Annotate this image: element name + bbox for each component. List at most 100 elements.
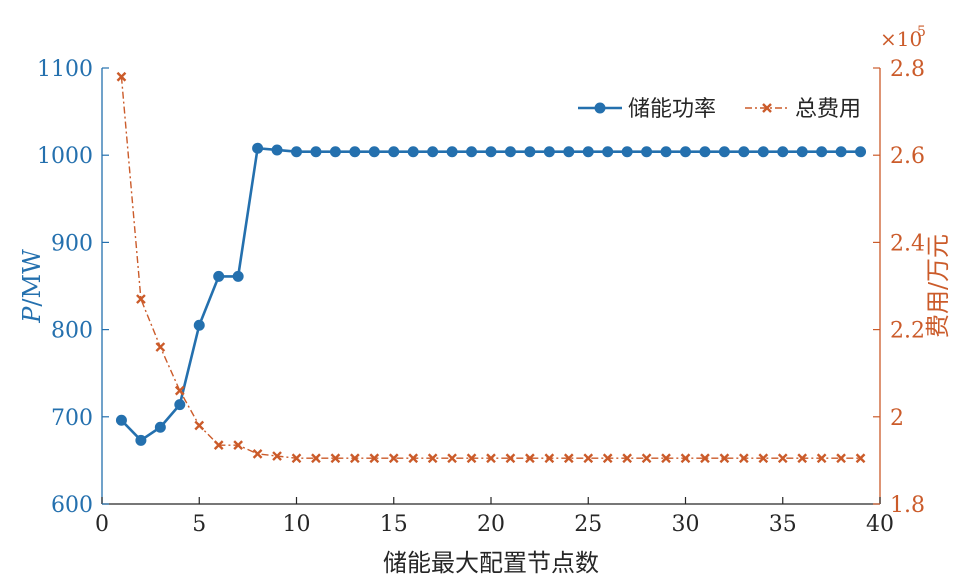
y-left-axis-label: P/MW	[18, 249, 46, 324]
data-point	[174, 385, 185, 396]
data-point	[524, 146, 536, 158]
x-marker-stroke	[388, 453, 399, 464]
data-point	[193, 319, 205, 331]
y-left-tick-label: 700	[51, 406, 93, 431]
x-tick-label: 40	[866, 512, 894, 537]
x-marker-stroke	[213, 440, 224, 450]
y-left-tick-label: 800	[51, 319, 93, 344]
data-point	[699, 146, 711, 158]
x-marker-stroke	[563, 453, 574, 464]
x-marker-stroke	[116, 71, 127, 82]
data-point	[836, 453, 846, 464]
data-point	[154, 421, 166, 433]
legend-swatch-marker	[762, 103, 772, 113]
data-point	[485, 146, 497, 158]
y-left-axis-label-unit: /MW	[18, 249, 46, 307]
y-right-exponent: ×105	[880, 24, 926, 51]
data-point	[816, 453, 827, 464]
x-marker-stroke	[486, 453, 496, 464]
x-marker-stroke	[525, 453, 535, 464]
data-point	[855, 146, 867, 158]
x-marker-stroke	[700, 453, 710, 464]
data-point	[233, 440, 243, 450]
series-line	[120, 76, 861, 459]
x-marker-stroke	[661, 453, 671, 464]
y-right-tick-label: 2.6	[890, 144, 925, 169]
y-right-axis-label: 费用/万元	[924, 234, 952, 338]
data-point	[855, 453, 866, 464]
x-marker-stroke	[369, 453, 380, 464]
data-point	[213, 440, 224, 450]
data-point	[680, 453, 691, 464]
data-point	[700, 453, 710, 464]
data-point	[329, 146, 341, 158]
x-marker-stroke	[505, 453, 516, 464]
y-right-exponent-base: ×10	[880, 27, 922, 51]
data-point	[602, 453, 613, 464]
data-point	[446, 146, 458, 158]
data-point	[174, 399, 186, 411]
data-point	[544, 453, 555, 464]
data-point	[777, 146, 789, 158]
data-point	[368, 146, 380, 158]
x-tick-label: 5	[192, 512, 206, 537]
data-point	[427, 453, 438, 464]
data-point	[310, 146, 322, 158]
data-point	[291, 146, 302, 158]
x-marker-stroke	[427, 453, 438, 464]
data-point	[291, 453, 302, 464]
data-point	[136, 294, 146, 304]
y-right-tick-label: 1.8	[890, 493, 925, 518]
data-point	[505, 453, 516, 464]
x-marker-stroke	[252, 449, 263, 459]
data-point	[504, 146, 516, 158]
x-tick-label: 0	[95, 512, 109, 537]
x-tick-label: 10	[283, 512, 311, 537]
data-point	[719, 453, 730, 464]
x-marker-stroke	[855, 453, 866, 464]
data-point	[350, 453, 360, 464]
data-point	[777, 453, 788, 464]
x-tick-label: 15	[380, 512, 408, 537]
data-point	[621, 146, 633, 158]
data-point	[194, 420, 205, 431]
data-point	[718, 146, 730, 158]
data-point	[757, 146, 769, 158]
data-point	[407, 146, 419, 158]
data-point	[758, 453, 769, 464]
data-point	[232, 270, 244, 282]
data-point	[116, 71, 127, 82]
x-marker-stroke	[155, 342, 166, 352]
y-left-tick-label: 1000	[37, 144, 93, 169]
data-point	[486, 453, 496, 464]
data-point	[272, 451, 282, 461]
data-point	[427, 146, 439, 158]
x-tick-label: 30	[672, 512, 700, 537]
data-point	[796, 146, 808, 158]
x-marker-stroke	[194, 420, 205, 431]
x-marker-stroke	[544, 453, 555, 464]
series-1	[115, 142, 867, 446]
data-point	[738, 146, 750, 158]
data-point	[330, 453, 341, 464]
x-marker-stroke	[719, 453, 730, 464]
x-marker-stroke	[622, 453, 632, 464]
data-point	[739, 453, 749, 464]
x-marker-stroke	[739, 453, 749, 464]
data-point	[271, 144, 283, 156]
legend-entry: 储能功率	[578, 97, 716, 122]
data-point	[447, 453, 457, 464]
x-marker-stroke	[777, 453, 788, 464]
data-point	[369, 453, 380, 464]
data-point	[135, 434, 147, 446]
series-2	[116, 71, 866, 464]
data-point	[311, 453, 321, 464]
data-point	[155, 342, 166, 352]
data-point	[661, 453, 671, 464]
x-marker-stroke	[408, 453, 419, 464]
data-point	[602, 146, 614, 158]
y-left-tick-label: 1100	[37, 57, 93, 82]
x-marker-stroke	[291, 453, 302, 464]
y-right-tick-label: 2	[890, 406, 904, 431]
